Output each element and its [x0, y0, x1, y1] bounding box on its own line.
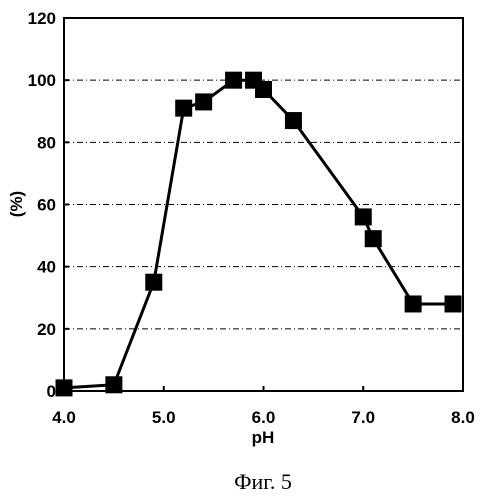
x-tick-label: 6.0 — [252, 408, 276, 427]
data-point — [105, 376, 122, 393]
x-tick-label: 7.0 — [351, 408, 375, 427]
data-point — [145, 274, 162, 291]
data-point — [405, 295, 422, 312]
y-tick-label: 120 — [28, 9, 56, 28]
grid-lines — [64, 80, 463, 329]
x-axis-title: pH — [252, 428, 275, 447]
y-tick-label: 20 — [37, 320, 56, 339]
data-point — [175, 100, 192, 117]
data-point — [355, 208, 372, 225]
data-point — [56, 379, 73, 396]
data-point — [285, 112, 302, 129]
y-tick-label: 80 — [37, 133, 56, 152]
y-tick-label: 100 — [28, 71, 56, 90]
data-point — [195, 93, 212, 110]
x-tick-label: 5.0 — [152, 408, 176, 427]
data-point — [255, 81, 272, 98]
series-line — [64, 80, 453, 388]
y-axis-title: (%) — [7, 191, 26, 217]
y-tick-label: 0 — [47, 382, 56, 401]
data-point — [225, 72, 242, 89]
data-point — [365, 230, 382, 247]
data-point — [445, 295, 462, 312]
y-tick-label: 60 — [37, 196, 56, 215]
y-tick-label: 40 — [37, 258, 56, 277]
data-series — [56, 72, 462, 397]
figure-caption: Фиг. 5 — [234, 469, 292, 494]
x-tick-label: 4.0 — [52, 408, 76, 427]
x-tick-label: 8.0 — [451, 408, 475, 427]
